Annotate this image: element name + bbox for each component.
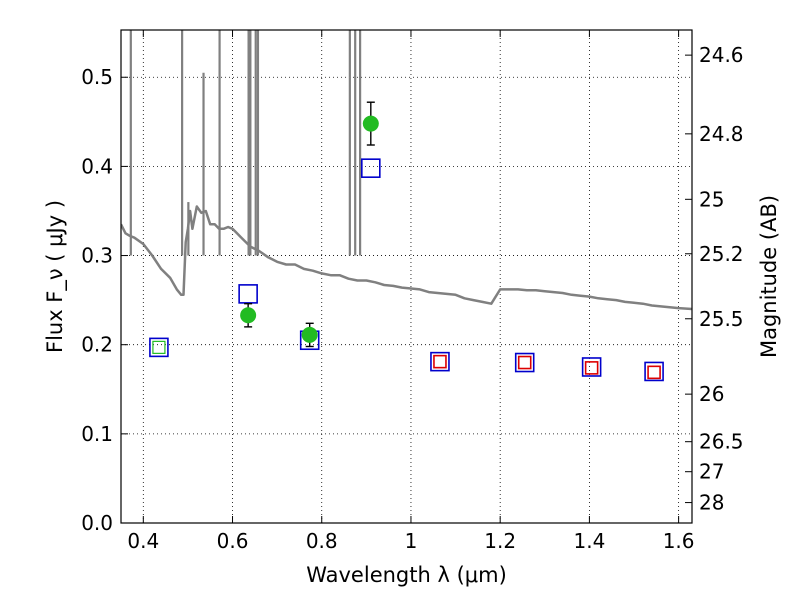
right-tick-label: 26.5 bbox=[699, 430, 744, 454]
grid bbox=[121, 30, 692, 523]
blue-square-marker bbox=[581, 357, 602, 377]
green-circle-marker bbox=[301, 326, 318, 343]
green-square-marker bbox=[152, 340, 166, 354]
right-axis-label: Magnitude (AB) bbox=[757, 195, 781, 358]
x-axis-label: Wavelength λ (μm) bbox=[306, 563, 507, 587]
x-tick-label: 0.8 bbox=[306, 529, 338, 553]
red-square-marker bbox=[647, 365, 661, 380]
y-tick-label: 0.2 bbox=[81, 333, 113, 357]
blue-square-marker bbox=[361, 158, 381, 178]
red-square-marker bbox=[517, 355, 532, 370]
y-tick-label: 0.1 bbox=[81, 422, 113, 446]
ticks: 0.4 0.6 0.8 1 1.2 1.4 1.6 0.0 0.1 0.2 0.3 0.4 0.5 24.… bbox=[81, 30, 744, 553]
x-tick-label: 0.4 bbox=[127, 529, 159, 553]
green-circle-marker bbox=[240, 307, 257, 324]
blue-square-marker bbox=[238, 284, 258, 304]
spectrum-line bbox=[121, 205, 692, 311]
right-tick-label: 28 bbox=[699, 491, 724, 515]
y-axis-label: Flux F_ν ( μJy ) bbox=[43, 200, 68, 353]
right-tick-label: 25.5 bbox=[699, 307, 744, 331]
blue-square-marker bbox=[430, 351, 450, 372]
right-tick-label: 27 bbox=[699, 460, 724, 484]
red-square-marker bbox=[584, 361, 599, 375]
y-tick-label: 0.3 bbox=[81, 244, 113, 268]
x-tick-label: 1.4 bbox=[573, 529, 605, 553]
y-tick-label: 0.5 bbox=[81, 65, 113, 89]
right-tick-label: 24.6 bbox=[699, 43, 744, 67]
x-tick-label: 1.6 bbox=[663, 529, 695, 553]
blue-square-marker bbox=[149, 337, 169, 358]
right-tick-label: 25.2 bbox=[699, 242, 744, 266]
plot-frame bbox=[120, 29, 693, 524]
right-tick-label: 25 bbox=[699, 187, 724, 211]
blue-square-marker bbox=[514, 352, 535, 373]
x-tick-label: 1 bbox=[405, 529, 418, 553]
right-tick-label: 26 bbox=[699, 382, 724, 406]
blue-square-marker bbox=[644, 361, 664, 382]
x-tick-label: 0.6 bbox=[217, 529, 249, 553]
right-tick-label: 24.8 bbox=[699, 122, 744, 146]
series-layer bbox=[121, 30, 692, 382]
y-tick-label: 0.4 bbox=[81, 154, 113, 178]
green-circle-marker bbox=[362, 115, 379, 132]
y-tick-label: 0.0 bbox=[81, 511, 113, 535]
x-tick-label: 1.2 bbox=[484, 529, 516, 553]
red-square-marker bbox=[433, 354, 447, 369]
